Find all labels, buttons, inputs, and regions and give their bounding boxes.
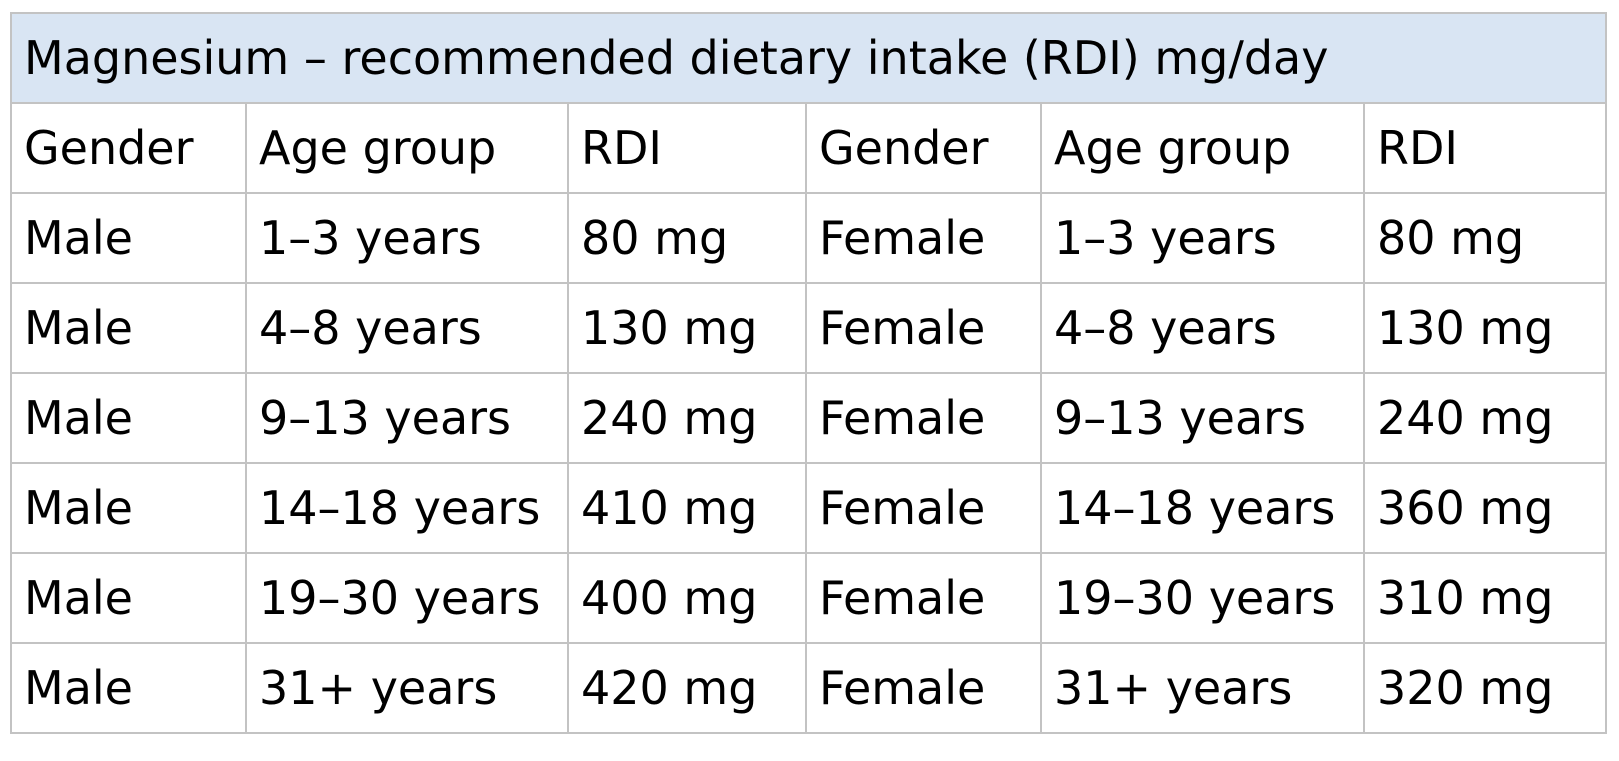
- cell-rdi: 320 mg: [1362, 642, 1608, 734]
- column-header-gender-female: Gender: [805, 102, 1042, 194]
- cell-gender: Male: [10, 282, 247, 374]
- cell-gender: Male: [10, 192, 247, 284]
- table-title: Magnesium – recommended dietary intake (…: [9, 12, 1608, 104]
- cell-age-group: 19–30 years: [245, 552, 569, 644]
- cell-age-group: 19–30 years: [1040, 552, 1365, 644]
- cell-rdi: 130 mg: [1362, 282, 1608, 374]
- cell-rdi: 310 mg: [1362, 552, 1608, 644]
- table-row: Male 14–18 years 410 mg Female 14–18 yea…: [10, 462, 1608, 554]
- cell-age-group: 4–8 years: [245, 282, 569, 374]
- cell-gender: Male: [10, 372, 247, 464]
- cell-gender: Female: [805, 282, 1042, 374]
- cell-rdi: 400 mg: [567, 552, 807, 644]
- cell-age-group: 14–18 years: [245, 462, 569, 554]
- table-row: Male 1–3 years 80 mg Female 1–3 years 80…: [10, 192, 1608, 284]
- table-row: Male 19–30 years 400 mg Female 19–30 yea…: [10, 552, 1608, 644]
- table-row: Male 4–8 years 130 mg Female 4–8 years 1…: [10, 282, 1608, 374]
- cell-gender: Female: [805, 552, 1042, 644]
- cell-rdi: 240 mg: [1362, 372, 1608, 464]
- column-header-age-group-male: Age group: [245, 102, 569, 194]
- cell-gender: Female: [805, 642, 1042, 734]
- cell-age-group: 31+ years: [1040, 642, 1365, 734]
- column-header-rdi-female: RDI: [1362, 102, 1608, 194]
- cell-rdi: 130 mg: [567, 282, 807, 374]
- cell-age-group: 4–8 years: [1040, 282, 1365, 374]
- cell-age-group: 31+ years: [245, 642, 569, 734]
- cell-gender: Female: [805, 372, 1042, 464]
- title-row: Magnesium – recommended dietary intake (…: [9, 12, 1608, 104]
- cell-rdi: 410 mg: [567, 462, 807, 554]
- cell-age-group: 14–18 years: [1040, 462, 1365, 554]
- cell-gender: Male: [10, 642, 247, 734]
- column-header-age-group-female: Age group: [1040, 102, 1365, 194]
- column-header-rdi-male: RDI: [567, 102, 807, 194]
- cell-age-group: 9–13 years: [245, 372, 569, 464]
- cell-gender: Male: [10, 552, 247, 644]
- cell-rdi: 360 mg: [1362, 462, 1608, 554]
- rdi-table: Magnesium – recommended dietary intake (…: [9, 12, 1608, 734]
- header-row: Gender Age group RDI Gender Age group RD…: [10, 102, 1608, 194]
- cell-age-group: 1–3 years: [1040, 192, 1365, 284]
- cell-age-group: 9–13 years: [1040, 372, 1365, 464]
- table-row: Male 9–13 years 240 mg Female 9–13 years…: [10, 372, 1608, 464]
- cell-rdi: 80 mg: [1362, 192, 1608, 284]
- cell-rdi: 240 mg: [567, 372, 807, 464]
- cell-rdi: 420 mg: [567, 642, 807, 734]
- table-row: Male 31+ years 420 mg Female 31+ years 3…: [10, 642, 1608, 734]
- cell-gender: Male: [10, 462, 247, 554]
- cell-rdi: 80 mg: [567, 192, 807, 284]
- column-header-gender-male: Gender: [10, 102, 247, 194]
- cell-age-group: 1–3 years: [245, 192, 569, 284]
- cell-gender: Female: [805, 192, 1042, 284]
- cell-gender: Female: [805, 462, 1042, 554]
